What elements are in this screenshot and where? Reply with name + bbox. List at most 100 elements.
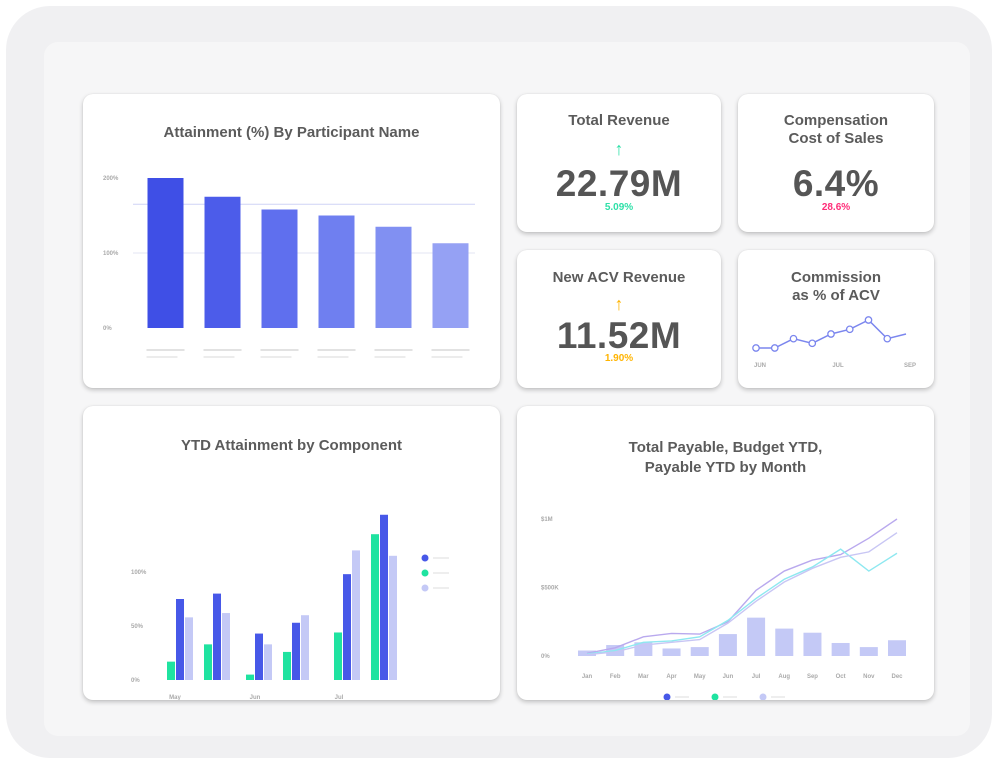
bar [371,534,379,680]
commission-title-line2: as % of ACV [792,287,880,304]
sparkline-point [864,316,873,324]
attainment-bar-chart: 0% 100% 200% [103,176,475,358]
bar [222,613,230,680]
compensation-cost-card: Compensation Cost of Sales 6.4% 28.6% [738,94,934,232]
tablet-frame: Attainment (%) By Participant Name 0% 100… [6,6,992,758]
bar [204,644,212,680]
bar [375,226,412,328]
attainment-card: Attainment (%) By Participant Name 0% 100… [83,94,500,388]
x-tick-label: Mar [638,674,649,680]
y-tick-label: 0% [541,654,550,660]
total-revenue-value: 22.79M [555,163,683,204]
legend-marker [663,693,671,700]
x-tick-label: Jan [582,674,593,680]
sparkline-point [752,344,760,352]
x-tick-label: Sep [807,674,818,680]
bar [301,615,309,680]
bar [747,617,766,656]
ytd-attainment-bar-chart: 0% 50% 100% May Jun Jul [131,514,449,700]
total-revenue-title: Total Revenue [568,112,670,129]
compensation-cost-change: 28.6% [821,202,851,213]
line-series [586,532,898,656]
x-tick-label: Jun [250,695,261,700]
x-tick-label: Jun [723,674,734,680]
total-payable-card: Total Payable, Budget YTD, Payable YTD b… [517,406,934,700]
bar [204,196,241,328]
sparkline-point [827,330,835,338]
x-tick-label: Oct [836,674,846,680]
sparkline-point [845,325,854,334]
x-tick-label: JUL [832,363,844,369]
y-tick-label: 200% [103,176,119,182]
x-tick-label: May [169,695,181,700]
x-tick-label: Jul [335,695,344,700]
legend-marker [421,569,429,577]
new-acv-title: New ACV Revenue [552,269,686,286]
bar [803,632,822,656]
bar [176,599,184,680]
y-tick-label: 0% [131,678,140,684]
y-tick-label: $500K [541,586,559,592]
sparkline-point [770,344,779,352]
line-series [586,548,898,655]
bar [662,648,681,656]
bar [389,555,397,680]
y-tick-label: $1M [541,517,553,523]
compensation-cost-title-line1: Compensation [783,112,889,129]
arrow-up-icon: ↑ [614,139,624,159]
bar [859,647,878,656]
legend-marker [421,554,429,562]
y-tick-label: 100% [103,251,119,257]
bar [255,633,263,680]
bar [147,178,184,328]
bar [831,642,850,656]
bar [888,640,906,656]
legend-marker [421,584,429,592]
total-revenue-change: 5.09% [604,202,634,213]
attainment-title: Attainment (%) By Participant Name [163,124,420,141]
total-revenue-card: Total Revenue ↑ 22.79M 5.09% [517,94,721,232]
commission-title-line1: Commission [790,269,881,286]
y-tick-label: 0% [103,326,112,332]
commission-sparkline: JUN JUL SEP [752,316,916,369]
ytd-attainment-card: YTD Attainment by Component 0% 50% 100% May… [83,406,500,700]
legend-marker [759,693,767,700]
sparkline-point [789,334,798,343]
compensation-cost-value: 6.4% [792,163,880,204]
new-acv-change: 1.90% [604,353,634,364]
bar [283,651,291,680]
bar [352,550,360,680]
bar [690,647,709,656]
x-tick-label: Feb [610,674,621,680]
bar [775,628,794,656]
bar [246,674,254,680]
bar [343,574,351,680]
sparkline-point [808,339,817,348]
bar [167,661,175,680]
bar [432,243,469,328]
ytd-attainment-title: YTD Attainment by Component [180,437,403,454]
total-payable-title-line1: Total Payable, Budget YTD, [628,439,823,456]
new-acv-value: 11.52M [556,315,682,356]
line-series [586,518,898,654]
sparkline-point [883,334,892,343]
dashboard-screen: Attainment (%) By Participant Name 0% 100… [44,42,970,736]
bar [213,593,221,680]
x-tick-label: Aug [778,674,790,680]
x-tick-label: Jul [752,674,761,680]
bar [380,514,388,680]
bar [292,622,300,680]
new-acv-card: New ACV Revenue ↑ 11.52M 1.90% [517,250,721,388]
commission-card: Commission as % of ACV JUN JUL SEP [738,250,934,388]
bar [264,644,272,680]
y-tick-label: 100% [131,570,147,576]
bar [261,209,298,328]
total-payable-title-line2: Payable YTD by Month [644,459,807,476]
bar [185,617,193,680]
x-tick-label: JUN [754,363,766,369]
bar [718,634,737,656]
bar [334,632,342,680]
compensation-cost-title-line2: Cost of Sales [788,130,884,147]
x-tick-label: Dec [891,674,903,680]
bar [318,215,355,328]
